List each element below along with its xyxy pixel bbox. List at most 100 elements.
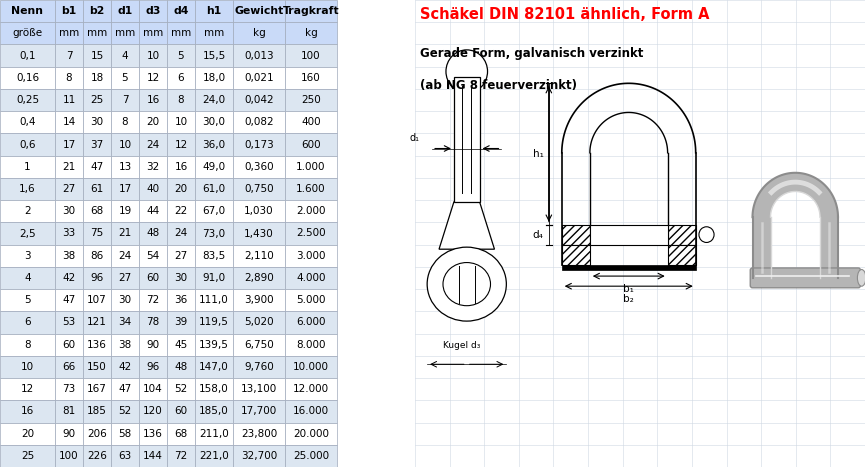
- Text: Tragkraft: Tragkraft: [283, 6, 339, 16]
- Bar: [55, 178, 83, 200]
- Bar: [195, 67, 233, 89]
- Text: Gerade Form, galvanisch verzinkt: Gerade Form, galvanisch verzinkt: [420, 47, 643, 60]
- Bar: [167, 378, 195, 400]
- Bar: [139, 134, 167, 156]
- Text: 3: 3: [24, 251, 31, 261]
- Text: 15,5: 15,5: [202, 50, 226, 61]
- Text: mm: mm: [115, 28, 135, 38]
- Bar: [0, 356, 55, 378]
- Bar: [285, 178, 337, 200]
- Bar: [83, 44, 111, 67]
- Text: 21: 21: [119, 228, 131, 239]
- Ellipse shape: [427, 247, 506, 321]
- Text: d₁: d₁: [409, 133, 420, 143]
- Bar: [139, 333, 167, 356]
- Text: 54: 54: [146, 251, 160, 261]
- Bar: [111, 445, 139, 467]
- Bar: [111, 0, 139, 22]
- Bar: [285, 111, 337, 134]
- Text: b1: b1: [61, 6, 77, 16]
- Bar: [195, 267, 233, 289]
- Text: 100: 100: [59, 451, 79, 461]
- Bar: [55, 67, 83, 89]
- Text: 73: 73: [62, 384, 75, 394]
- Bar: [139, 311, 167, 333]
- Bar: [0, 445, 55, 467]
- Bar: [111, 245, 139, 267]
- Bar: [285, 200, 337, 222]
- Bar: [111, 22, 139, 44]
- Text: 158,0: 158,0: [199, 384, 229, 394]
- Bar: [0, 67, 55, 89]
- Text: 90: 90: [146, 340, 159, 350]
- Text: 96: 96: [146, 362, 160, 372]
- Text: Nenn: Nenn: [11, 6, 43, 16]
- Bar: [55, 378, 83, 400]
- Text: 42: 42: [119, 362, 131, 372]
- Text: 49,0: 49,0: [202, 162, 226, 172]
- Text: 39: 39: [175, 318, 188, 327]
- Text: 67,0: 67,0: [202, 206, 226, 216]
- Text: 91,0: 91,0: [202, 273, 226, 283]
- Text: 136: 136: [87, 340, 107, 350]
- Text: 6.000: 6.000: [296, 318, 326, 327]
- Text: 90: 90: [62, 429, 75, 439]
- Text: 2.000: 2.000: [296, 206, 326, 216]
- Text: 0,360: 0,360: [244, 162, 274, 172]
- Bar: [167, 89, 195, 111]
- Bar: [195, 44, 233, 67]
- Bar: [167, 44, 195, 67]
- Text: 30: 30: [175, 273, 188, 283]
- Text: 0,021: 0,021: [244, 73, 274, 83]
- Text: 18: 18: [90, 73, 104, 83]
- Text: 30: 30: [62, 206, 75, 216]
- Bar: [195, 289, 233, 311]
- Bar: [233, 134, 285, 156]
- Bar: [139, 445, 167, 467]
- Text: 11: 11: [62, 95, 75, 105]
- Bar: [55, 89, 83, 111]
- Bar: [233, 0, 285, 22]
- Bar: [0, 89, 55, 111]
- Text: 8.000: 8.000: [296, 340, 326, 350]
- Text: größe: größe: [12, 28, 42, 38]
- Bar: [167, 445, 195, 467]
- Bar: [233, 67, 285, 89]
- Text: Gewicht: Gewicht: [234, 6, 284, 16]
- Bar: [195, 22, 233, 44]
- Bar: [83, 378, 111, 400]
- Text: 107: 107: [87, 295, 107, 305]
- Text: 136: 136: [143, 429, 163, 439]
- Bar: [0, 311, 55, 333]
- Bar: [233, 245, 285, 267]
- Polygon shape: [753, 173, 838, 217]
- Bar: [55, 222, 83, 245]
- Bar: [167, 0, 195, 22]
- Bar: [55, 44, 83, 67]
- Text: 0,16: 0,16: [16, 73, 39, 83]
- Bar: [285, 400, 337, 423]
- Bar: [285, 156, 337, 178]
- Bar: [139, 400, 167, 423]
- Text: mm: mm: [171, 28, 191, 38]
- Text: 12: 12: [146, 73, 160, 83]
- Text: 17,700: 17,700: [240, 406, 277, 417]
- Text: 211,0: 211,0: [199, 429, 229, 439]
- Text: 167: 167: [87, 384, 107, 394]
- Bar: [167, 289, 195, 311]
- Bar: [167, 111, 195, 134]
- Text: 2,890: 2,890: [244, 273, 274, 283]
- Text: 3,900: 3,900: [244, 295, 274, 305]
- Bar: [83, 67, 111, 89]
- Text: 48: 48: [175, 362, 188, 372]
- Bar: [83, 134, 111, 156]
- Text: 121: 121: [87, 318, 107, 327]
- Bar: [0, 378, 55, 400]
- Text: 24: 24: [175, 228, 188, 239]
- Bar: [285, 423, 337, 445]
- Bar: [167, 222, 195, 245]
- Bar: [0, 111, 55, 134]
- Text: 400: 400: [301, 117, 321, 127]
- Bar: [83, 156, 111, 178]
- Text: 2.500: 2.500: [296, 228, 326, 239]
